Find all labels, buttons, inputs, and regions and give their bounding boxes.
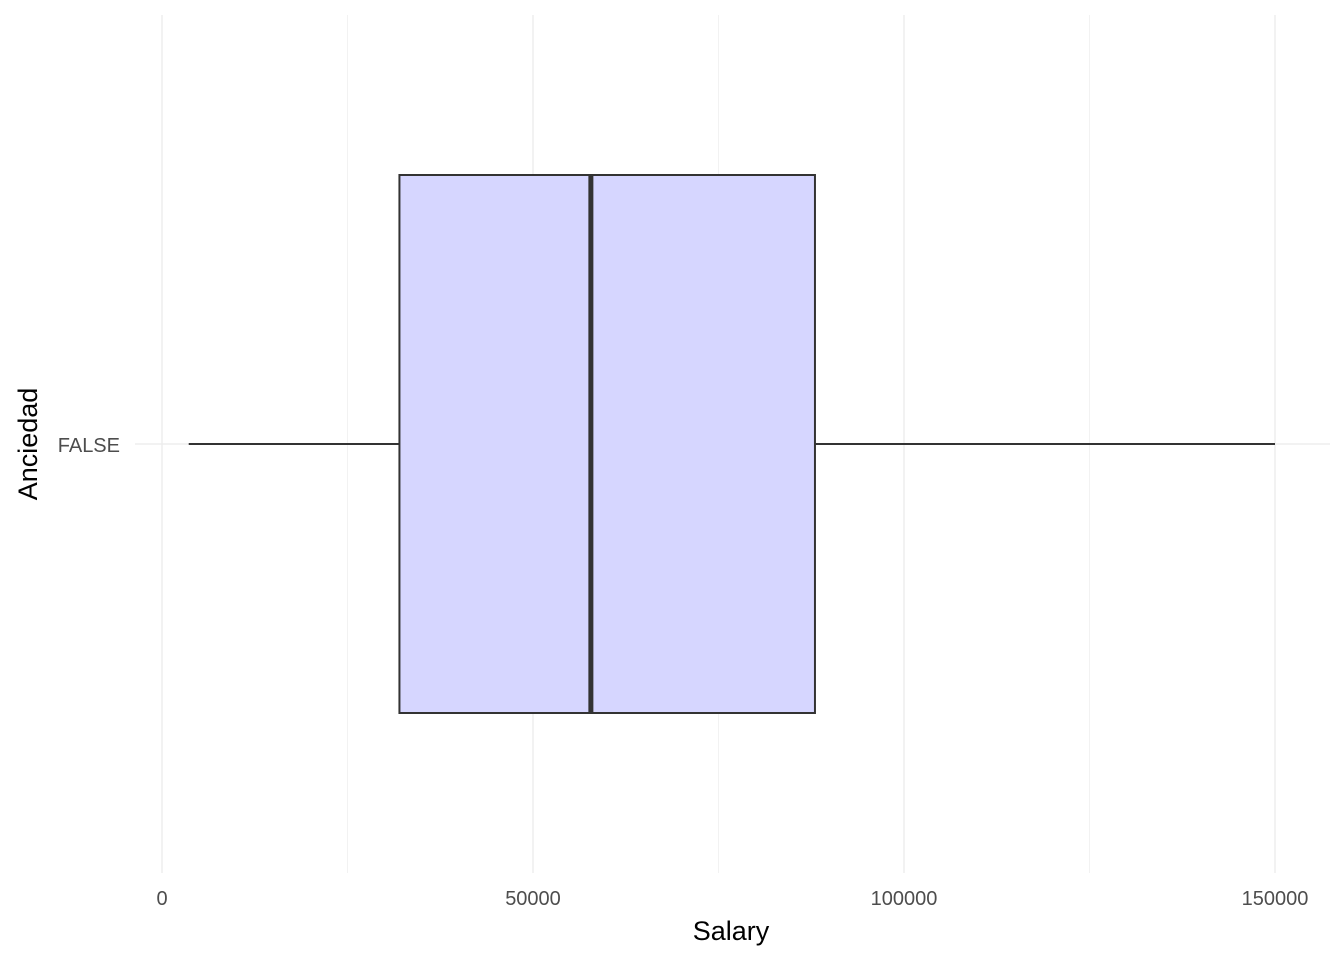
- box-layer: [188, 174, 1275, 714]
- box-iqr: [398, 174, 816, 714]
- x-tick-label: 150000: [1242, 888, 1309, 910]
- x-tick-label: 50000: [505, 888, 561, 910]
- x-tick-label: 0: [156, 888, 167, 910]
- x-tick-label: 100000: [871, 888, 938, 910]
- x-axis-title: Salary: [693, 916, 770, 946]
- y-axis-title: Anciedad: [13, 388, 43, 501]
- tick-layer: 0 50000 100000 150000 FALSE: [58, 435, 1309, 910]
- y-tick-label: FALSE: [58, 435, 120, 457]
